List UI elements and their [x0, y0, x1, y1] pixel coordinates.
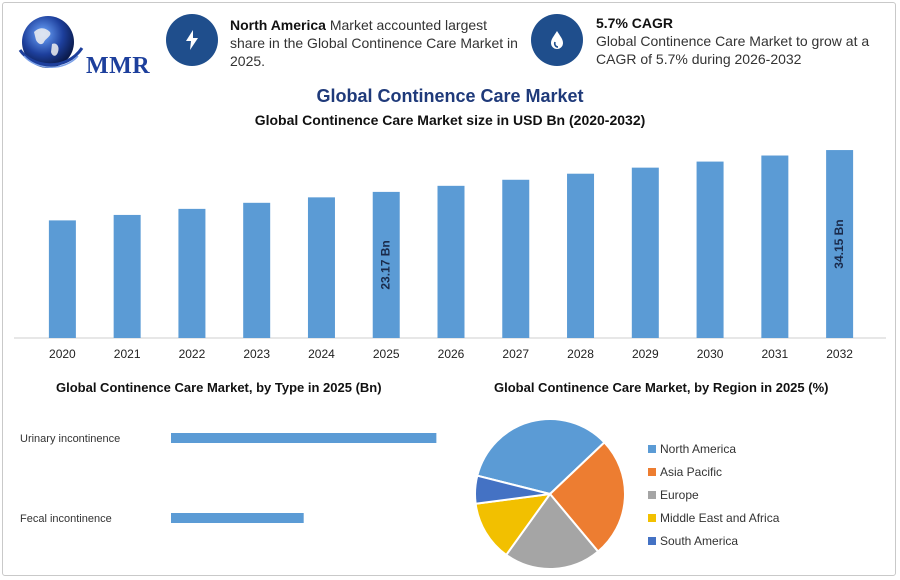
legend-swatch: [648, 491, 656, 499]
legend-swatch: [648, 537, 656, 545]
x-tick-label: 2027: [502, 347, 529, 361]
legend-label: Asia Pacific: [660, 465, 722, 479]
x-tick-label: 2028: [567, 347, 594, 361]
bar-2021: [113, 214, 141, 338]
bar-2032: [826, 150, 854, 338]
x-tick-label: 2022: [179, 347, 206, 361]
type-bar-chart: Urinary incontinence Fecal incontinence: [20, 433, 437, 525]
type-bar: [171, 513, 304, 523]
pie-slice-north-america: [476, 418, 606, 496]
x-tick-label: 2020: [49, 347, 76, 361]
legend-swatch: [648, 468, 656, 476]
kpi-cagr: 5.7% CAGR Global Continence Care Market …: [596, 14, 881, 68]
data-label: 34.15 Bn: [832, 219, 846, 268]
kpi-text: Market accounted largest share in the Gl…: [230, 17, 518, 69]
type-chart-title: Global Continence Care Market, by Type i…: [56, 380, 382, 395]
kpi-bold: 5.7% CAGR: [596, 15, 674, 31]
x-tick-label: 2025: [373, 347, 400, 361]
chart-subtitle: Global Continence Care Market size in US…: [254, 112, 646, 128]
x-tick-label: 2023: [243, 347, 270, 361]
x-tick-label: 2026: [438, 347, 465, 361]
bar-2031: [761, 155, 789, 338]
type-category-label: Fecal incontinence: [20, 513, 112, 525]
bar-2030: [696, 161, 724, 338]
market-size-bar-chart: 2020 2021 2022 2023 2024 2025 23.17 Bn 2026 2027…: [14, 150, 886, 361]
x-tick-label: 2024: [308, 347, 335, 361]
x-tick-label: 2021: [114, 347, 141, 361]
legend-label: North America: [660, 442, 736, 456]
drop-icon: [531, 14, 583, 66]
kpi-bold: North America: [230, 17, 326, 33]
bar-2029: [631, 167, 659, 338]
page-title: Global Continence Care Market: [316, 86, 584, 106]
bar-2025: [372, 191, 400, 338]
region-chart-title: Global Continence Care Market, by Region…: [494, 380, 829, 395]
data-label: 23.17 Bn: [378, 240, 392, 289]
pie-slice-asia-pacific: [548, 440, 626, 553]
lightning-icon: [166, 14, 218, 66]
x-tick-label: 2032: [826, 347, 853, 361]
bar-2020: [48, 220, 76, 338]
bar-2027: [502, 179, 530, 338]
x-tick-label: 2029: [632, 347, 659, 361]
pie-slice-south-america: [474, 474, 551, 505]
bar-2026: [437, 185, 465, 338]
mmr-logo: MMR: [16, 10, 150, 80]
bar-2023: [243, 202, 271, 338]
type-bar: [171, 433, 437, 443]
legend-label: Middle East and Africa: [660, 511, 780, 525]
pie-slice-europe: [504, 492, 600, 570]
pie-slice-middle-east-and-africa: [474, 492, 553, 557]
bar-2024: [307, 197, 335, 338]
region-pie-chart: North America Asia Pacific Europe Middle Ea…: [474, 418, 780, 570]
kpi-text: Global Continence Care Market to grow at…: [596, 33, 870, 67]
x-tick-label: 2031: [761, 347, 788, 361]
legend-swatch: [648, 445, 656, 453]
legend-label: Europe: [660, 488, 699, 502]
bar-2028: [567, 173, 595, 338]
type-category-label: Urinary incontinence: [20, 433, 120, 445]
logo-text: MMR: [86, 53, 151, 79]
bar-2022: [178, 208, 206, 338]
x-tick-label: 2030: [697, 347, 724, 361]
globe-icon: [18, 16, 84, 68]
kpi-north-america: North America Market accounted largest s…: [230, 16, 520, 70]
legend-swatch: [648, 514, 656, 522]
legend-label: South America: [660, 534, 738, 548]
